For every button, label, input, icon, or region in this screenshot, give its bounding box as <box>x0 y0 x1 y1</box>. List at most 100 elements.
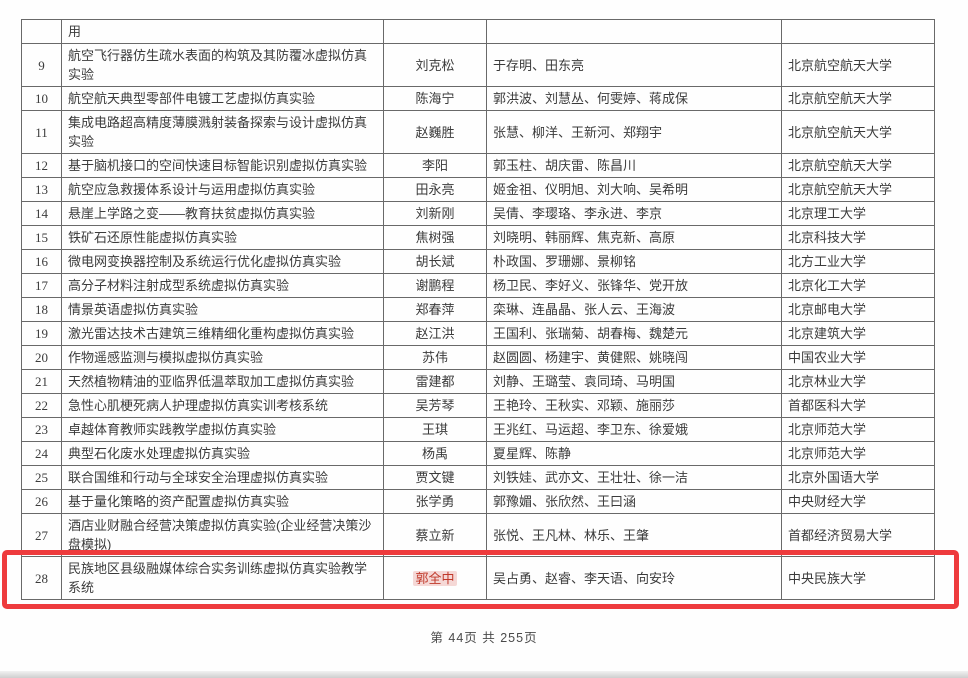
leader-name: 陈海宁 <box>415 91 455 106</box>
university-cell: 北京航空航天大学 <box>781 86 935 111</box>
university-cell: 北京航空航天大学 <box>781 110 935 154</box>
members-cell: 朴政国、罗珊娜、景柳铭 <box>486 249 782 274</box>
leader-name: 刘克松 <box>415 57 455 73</box>
project-name-cell: 航空应急救援体系设计与运用虚拟仿真实验 <box>61 177 384 202</box>
leader-cell: 张学勇 <box>383 489 487 514</box>
results-table-body: 用 9 航空飞行器仿生疏水表面的构筑及其防覆冰虚拟仿真实验 刘克松 于存明、田东… <box>21 19 935 600</box>
university-cell: 北方工业大学 <box>781 249 935 274</box>
leader-cell: 陈海宁 <box>383 86 487 111</box>
leader-cell: 杨禹 <box>383 441 487 466</box>
leader-cell: 胡长斌 <box>383 249 487 274</box>
leader-cell <box>383 19 487 44</box>
project-name-cell: 酒店业财融合经营决策虚拟仿真实验(企业经营决策沙盘模拟) <box>61 513 384 557</box>
project-name-cell: 铁矿石还原性能虚拟仿真实验 <box>61 225 384 250</box>
members-cell: 吴倩、李璎珞、李永进、李京 <box>486 201 782 226</box>
project-name-cell: 急性心肌梗死病人护理虚拟仿真实训考核系统 <box>61 393 384 418</box>
table-row: 17 高分子材料注射成型系统虚拟仿真实验 谢鹏程 杨卫民、李好义、张锋华、党开放… <box>21 273 935 298</box>
leader-name: 王琪 <box>421 422 448 437</box>
project-name-cell: 用 <box>61 19 384 44</box>
members-cell: 郭玉柱、胡庆雷、陈昌川 <box>486 153 782 178</box>
leader-cell: 刘新刚 <box>383 201 487 226</box>
leader-cell: 田永亮 <box>383 177 487 202</box>
row-number-cell: 17 <box>21 273 62 298</box>
university-cell: 中央民族大学 <box>781 556 935 600</box>
row-number-cell: 22 <box>21 393 62 418</box>
table-row: 23 卓越体育教师实践教学虚拟仿真实验 王琪 王兆红、马运超、李卫东、徐爱娥 北… <box>21 417 935 442</box>
table-row: 14 悬崖上学路之变——教育扶贫虚拟仿真实验 刘新刚 吴倩、李璎珞、李永进、李京… <box>21 201 935 226</box>
leader-name: 谢鹏程 <box>415 278 455 293</box>
project-name-cell: 高分子材料注射成型系统虚拟仿真实验 <box>61 273 384 298</box>
row-number-cell: 9 <box>21 43 62 87</box>
table-row: 28 民族地区县级融媒体综合实务训练虚拟仿真实验教学系统 郭全中 吴占勇、赵睿、… <box>21 556 935 600</box>
row-number-cell: 16 <box>21 249 62 274</box>
members-cell: 吴占勇、赵睿、李天语、向安玲 <box>486 556 782 600</box>
row-number-cell <box>21 19 62 44</box>
row-number-cell: 20 <box>21 345 62 370</box>
row-number-cell: 10 <box>21 86 62 111</box>
leader-cell: 吴芳琴 <box>383 393 487 418</box>
leader-name: 蔡立新 <box>415 527 455 543</box>
leader-name: 杨禹 <box>421 446 448 461</box>
project-name-cell: 微电网变换器控制及系统运行优化虚拟仿真实验 <box>61 249 384 274</box>
leader-cell: 刘克松 <box>383 43 487 87</box>
university-cell: 北京航空航天大学 <box>781 153 935 178</box>
members-cell: 刘铁娃、武亦文、王壮壮、徐一洁 <box>486 465 782 490</box>
members-cell: 张慧、柳洋、王新河、郑翔宇 <box>486 110 782 154</box>
members-cell: 郭洪波、刘慧丛、何雯婷、蒋成保 <box>486 86 782 111</box>
leader-name: 吴芳琴 <box>415 398 455 413</box>
university-cell: 中国农业大学 <box>781 345 935 370</box>
university-cell: 北京邮电大学 <box>781 297 935 322</box>
leader-cell: 郭全中 <box>383 556 487 600</box>
leader-cell: 焦树强 <box>383 225 487 250</box>
experiment-projects-table: 用 9 航空飞行器仿生疏水表面的构筑及其防覆冰虚拟仿真实验 刘克松 于存明、田东… <box>21 19 935 600</box>
leader-cell: 蔡立新 <box>383 513 487 557</box>
leader-cell: 谢鹏程 <box>383 273 487 298</box>
members-cell: 王兆红、马运超、李卫东、徐爱娥 <box>486 417 782 442</box>
leader-name: 苏伟 <box>421 350 448 365</box>
university-cell: 北京理工大学 <box>781 201 935 226</box>
members-cell <box>486 19 782 44</box>
row-number-cell: 28 <box>21 556 62 600</box>
members-cell: 夏星辉、陈静 <box>486 441 782 466</box>
university-cell: 首都医科大学 <box>781 393 935 418</box>
university-cell: 北京外国语大学 <box>781 465 935 490</box>
university-cell: 北京师范大学 <box>781 441 935 466</box>
row-number-cell: 21 <box>21 369 62 394</box>
table-row: 24 典型石化废水处理虚拟仿真实验 杨禹 夏星辉、陈静 北京师范大学 <box>21 441 935 466</box>
university-cell: 首都经济贸易大学 <box>781 513 935 557</box>
members-cell: 张悦、王凡林、林乐、王肇 <box>486 513 782 557</box>
leader-name: 赵江洪 <box>415 326 455 341</box>
leader-name: 贾文键 <box>415 470 455 485</box>
row-number-cell: 15 <box>21 225 62 250</box>
members-cell: 王国利、张瑞菊、胡春梅、魏楚元 <box>486 321 782 346</box>
table-row: 19 激光雷达技术古建筑三维精细化重构虚拟仿真实验 赵江洪 王国利、张瑞菊、胡春… <box>21 321 935 346</box>
table-row: 25 联合国维和行动与全球安全治理虚拟仿真实验 贾文键 刘铁娃、武亦文、王壮壮、… <box>21 465 935 490</box>
row-number-cell: 18 <box>21 297 62 322</box>
members-cell: 刘晓明、韩丽辉、焦克新、高原 <box>486 225 782 250</box>
row-number-cell: 19 <box>21 321 62 346</box>
leader-cell: 贾文键 <box>383 465 487 490</box>
table-row: 21 天然植物精油的亚临界低温萃取加工虚拟仿真实验 雷建都 刘静、王璐莹、袁同琦… <box>21 369 935 394</box>
members-cell: 郭豫媚、张欣然、王曰涵 <box>486 489 782 514</box>
table-row: 13 航空应急救援体系设计与运用虚拟仿真实验 田永亮 姬金祖、仪明旭、刘大响、吴… <box>21 177 935 202</box>
leader-name: 田永亮 <box>415 182 455 197</box>
table-row: 20 作物遥感监测与模拟虚拟仿真实验 苏伟 赵圆圆、杨建宇、黄健熙、姚晓闯 中国… <box>21 345 935 370</box>
leader-name: 郑春萍 <box>415 302 455 317</box>
leader-name: 张学勇 <box>415 494 455 509</box>
members-cell: 杨卫民、李好义、张锋华、党开放 <box>486 273 782 298</box>
row-number-cell: 26 <box>21 489 62 514</box>
project-name-cell: 典型石化废水处理虚拟仿真实验 <box>61 441 384 466</box>
table-row: 11 集成电路超高精度薄膜溅射装备探索与设计虚拟仿真实验 赵巍胜 张慧、柳洋、王… <box>21 110 935 154</box>
row-number-cell: 24 <box>21 441 62 466</box>
project-name-cell: 基于量化策略的资产配置虚拟仿真实验 <box>61 489 384 514</box>
leader-name: 赵巍胜 <box>415 124 455 140</box>
university-cell: 北京林业大学 <box>781 369 935 394</box>
row-number-cell: 23 <box>21 417 62 442</box>
row-number-cell: 11 <box>21 110 62 154</box>
project-name-cell: 悬崖上学路之变——教育扶贫虚拟仿真实验 <box>61 201 384 226</box>
university-cell: 北京科技大学 <box>781 225 935 250</box>
leader-name: 刘新刚 <box>415 206 455 221</box>
leader-name: 胡长斌 <box>415 254 455 269</box>
leader-name: 雷建都 <box>415 374 455 389</box>
